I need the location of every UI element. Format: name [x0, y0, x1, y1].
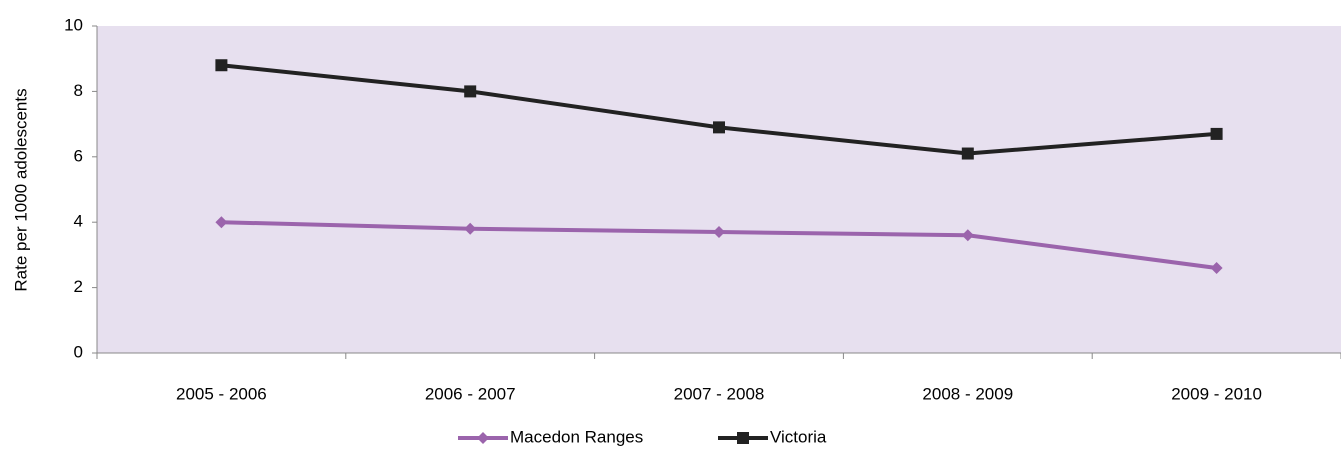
y-tick-label: 8	[74, 81, 83, 100]
y-tick-label: 4	[74, 212, 83, 231]
marker	[215, 59, 228, 72]
marker	[1210, 127, 1223, 140]
marker	[215, 216, 228, 229]
y-axis-label: Rate per 1000 adolescents	[11, 88, 30, 291]
x-tick-label: 2009 - 2010	[1171, 384, 1262, 403]
x-tick-label: 2005 - 2006	[176, 384, 267, 403]
y-tick-label: 0	[74, 342, 83, 361]
marker	[713, 226, 725, 239]
x-tick-label: 2007 - 2008	[674, 384, 765, 403]
marker	[464, 85, 477, 98]
marker	[713, 121, 725, 134]
legend-marker	[477, 432, 489, 444]
x-tick-label: 2006 - 2007	[425, 384, 516, 403]
y-tick-label: 2	[74, 277, 83, 296]
y-tick-label: 6	[74, 146, 83, 165]
marker	[961, 229, 974, 242]
x-tick-label: 2008 - 2009	[922, 384, 1013, 403]
legend-label: Macedon Ranges	[510, 427, 643, 446]
legend-marker	[737, 432, 749, 444]
legend-label: Victoria	[770, 427, 827, 446]
marker	[961, 147, 974, 160]
y-tick-label: 10	[64, 15, 83, 34]
marker	[464, 222, 477, 235]
plot-area	[97, 26, 1341, 353]
marker	[1210, 261, 1223, 274]
